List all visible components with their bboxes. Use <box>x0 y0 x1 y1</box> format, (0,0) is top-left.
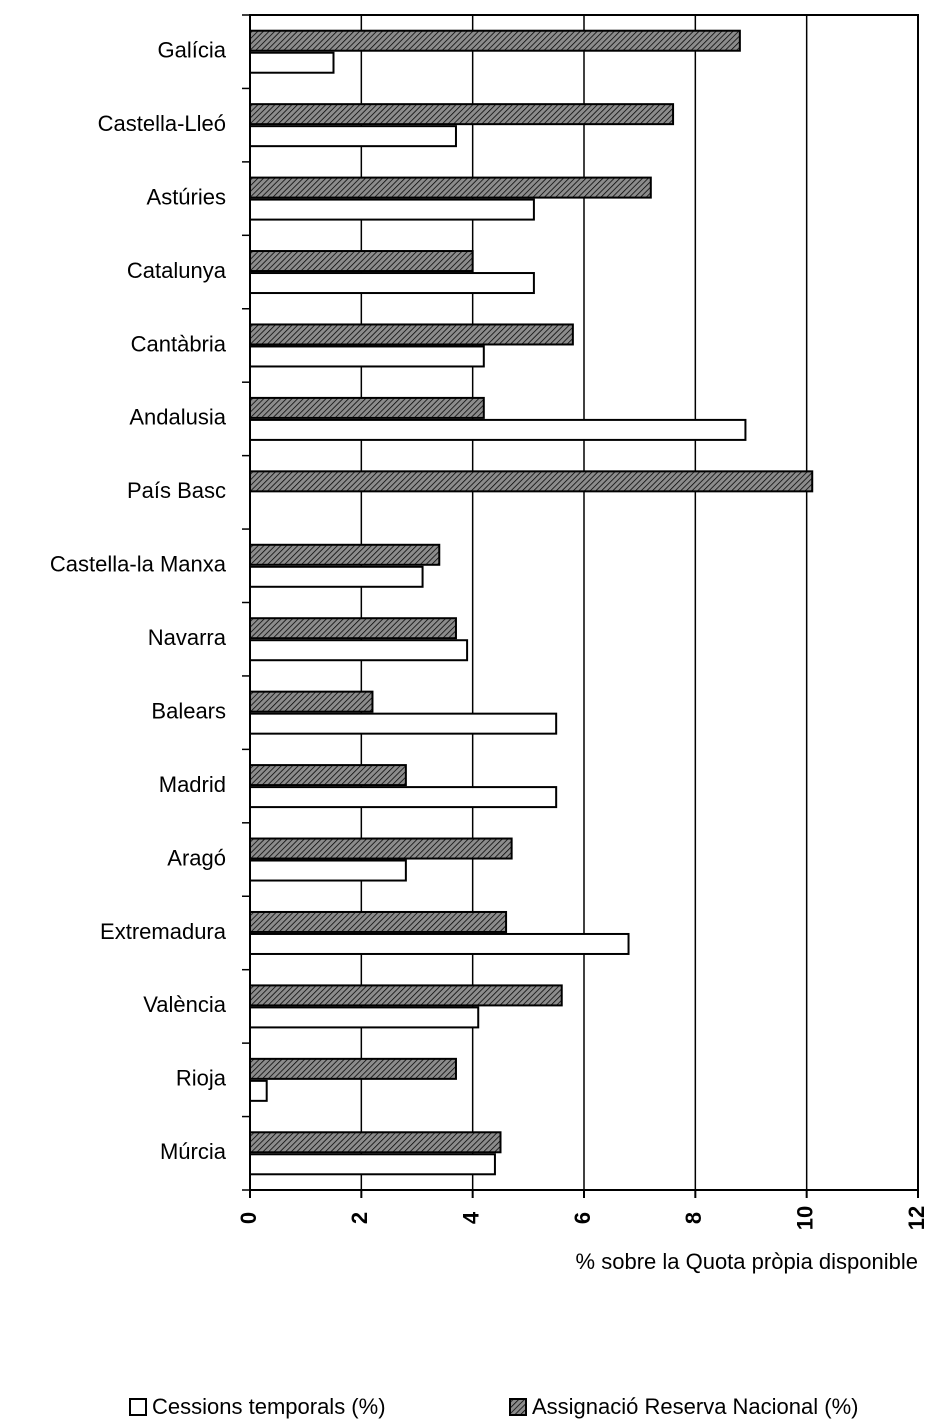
bar <box>249 1057 457 1080</box>
y-tick-label: Aragó <box>167 845 226 870</box>
x-tick-label: 6 <box>570 1212 595 1224</box>
y-tick-label: Astúries <box>147 184 226 209</box>
bar <box>249 470 814 493</box>
bar <box>249 786 558 809</box>
bar <box>249 103 675 126</box>
bar <box>249 125 457 148</box>
legend-swatch <box>129 1398 147 1416</box>
y-tick-label: Galícia <box>158 38 227 63</box>
y-tick-label: Castella-la Manxa <box>50 552 227 577</box>
bar <box>249 932 630 955</box>
y-tick-label: Rioja <box>176 1066 227 1091</box>
legend-label: Assignació Reserva Nacional (%) <box>532 1394 858 1419</box>
bar <box>249 51 335 74</box>
y-tick-label: Madrid <box>159 772 226 797</box>
bar <box>249 984 563 1007</box>
x-tick-label: 10 <box>792 1206 817 1230</box>
x-tick-label: 12 <box>904 1206 929 1230</box>
bar <box>249 396 485 419</box>
bar <box>249 1153 496 1176</box>
bar <box>249 29 741 52</box>
x-tick-label: 8 <box>681 1212 706 1224</box>
y-tick-label: País Basc <box>127 478 226 503</box>
bar <box>249 859 407 882</box>
bar <box>249 639 469 662</box>
y-tick-label: Cantàbria <box>131 331 227 356</box>
bar <box>249 543 441 566</box>
bar <box>249 250 474 273</box>
bar <box>249 910 508 933</box>
y-tick-label: Catalunya <box>127 258 227 283</box>
bar <box>249 1079 268 1102</box>
y-tick-label: Múrcia <box>160 1139 227 1164</box>
bar <box>249 565 424 588</box>
y-tick-label: Balears <box>151 698 226 723</box>
x-tick-label: 0 <box>236 1212 261 1224</box>
bar <box>249 764 407 787</box>
y-tick-label: Castella-Lleó <box>98 111 226 136</box>
y-tick-label: Andalusia <box>129 405 226 430</box>
legend-label: Cessions temporals (%) <box>152 1394 386 1419</box>
bar <box>249 837 513 860</box>
y-tick-label: Extremadura <box>100 919 227 944</box>
bar <box>249 617 457 640</box>
bar <box>249 345 485 368</box>
x-tick-label: 4 <box>458 1211 483 1224</box>
bar <box>249 272 535 295</box>
bar <box>249 323 574 346</box>
y-tick-label: Navarra <box>148 625 227 650</box>
bar <box>249 418 747 441</box>
bar <box>249 1131 502 1154</box>
bar <box>249 690 374 713</box>
y-tick-label: València <box>143 992 227 1017</box>
legend-swatch <box>509 1398 527 1416</box>
x-tick-label: 2 <box>347 1212 372 1224</box>
bar <box>249 1006 480 1029</box>
bar <box>249 198 535 221</box>
x-axis-label: % sobre la Quota pròpia disponible <box>576 1249 918 1274</box>
bar <box>249 176 652 199</box>
bar <box>249 712 558 735</box>
